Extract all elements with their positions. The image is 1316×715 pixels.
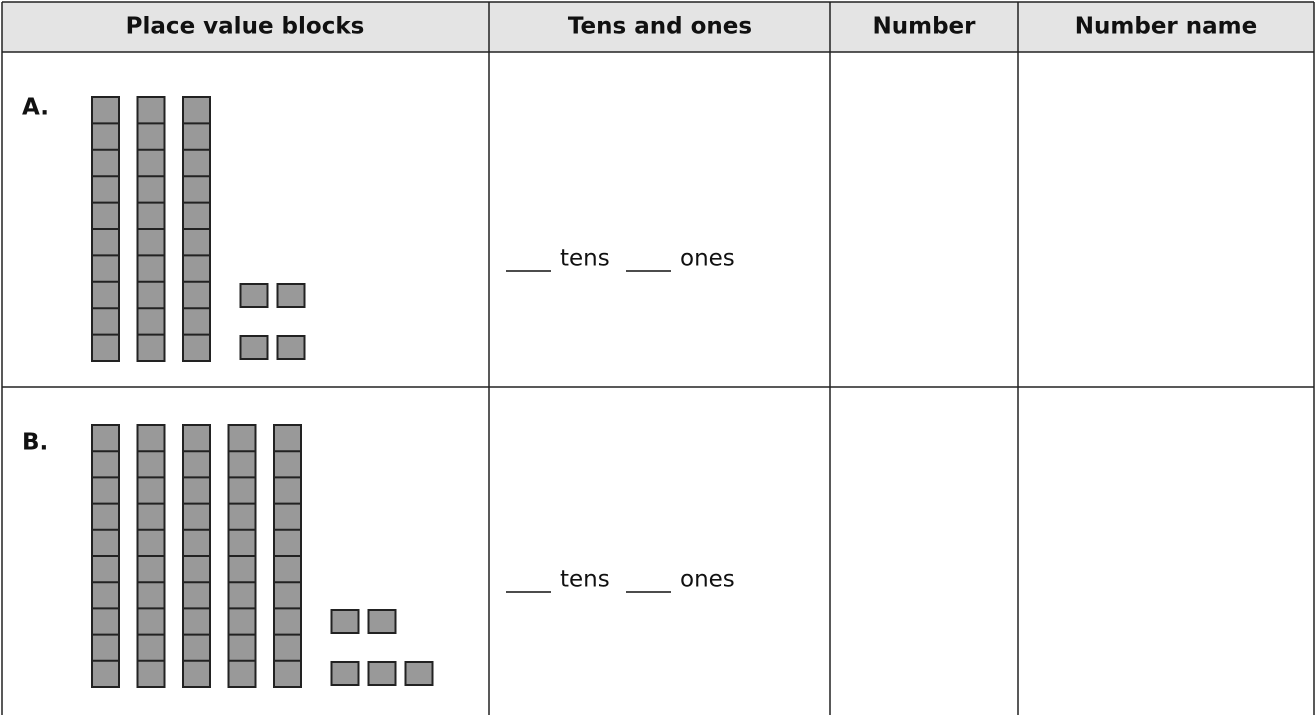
column-header: Tens and ones	[568, 14, 752, 40]
rod-divisions	[183, 450, 210, 662]
row-label: A.	[22, 95, 49, 121]
ten-rod	[227, 424, 257, 688]
rod-divisions	[183, 122, 210, 336]
column-header: Number	[873, 14, 977, 40]
one-cube	[239, 335, 269, 360]
ten-rod	[273, 424, 302, 688]
rod-divisions	[92, 122, 119, 336]
one-cube	[330, 609, 360, 634]
one-cube	[367, 609, 397, 634]
ten-rod	[136, 96, 166, 362]
ten-rod	[182, 424, 211, 688]
one-cube	[276, 283, 306, 308]
unit-word: tens	[560, 246, 610, 272]
one-cube	[404, 661, 434, 686]
rod-divisions	[137, 450, 165, 662]
ten-rod	[91, 96, 120, 362]
column-header: Number name	[1075, 14, 1257, 40]
one-cube	[330, 661, 360, 686]
unit-word: ones	[680, 246, 735, 272]
header-background	[2, 2, 1314, 52]
one-cube	[239, 283, 269, 308]
rod-divisions	[92, 450, 119, 662]
rod-divisions	[228, 450, 256, 662]
one-cube	[276, 335, 306, 360]
column-header: Place value blocks	[126, 14, 365, 40]
ten-rod	[91, 424, 120, 688]
unit-word: tens	[560, 567, 610, 593]
unit-word: ones	[680, 567, 735, 593]
rod-divisions	[274, 450, 301, 662]
one-cube	[367, 661, 397, 686]
ten-rod	[182, 96, 211, 362]
rod-divisions	[137, 122, 165, 336]
ten-rod	[136, 424, 166, 688]
row-label: B.	[22, 430, 48, 456]
